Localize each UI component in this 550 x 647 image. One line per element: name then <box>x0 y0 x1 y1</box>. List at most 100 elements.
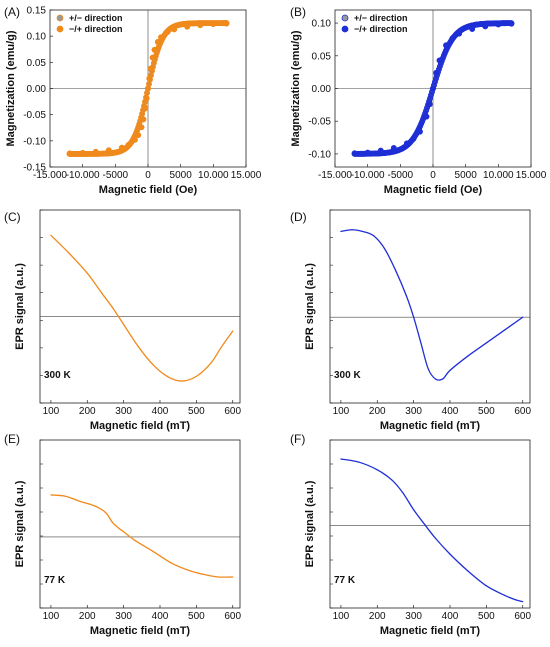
data-point <box>358 461 360 463</box>
data-point <box>449 35 456 42</box>
data-point <box>503 594 506 596</box>
x-tick-label: 500 <box>188 406 205 417</box>
data-point <box>508 20 515 27</box>
data-point <box>420 342 422 344</box>
data-point <box>376 469 378 471</box>
data-point <box>145 85 151 92</box>
data-point <box>152 363 154 365</box>
x-tick-label: 400 <box>152 406 169 417</box>
data-point <box>105 147 112 154</box>
data-point <box>66 150 73 157</box>
data-point <box>188 569 190 572</box>
legend-label: +/− direction <box>354 13 408 23</box>
data-point <box>147 65 154 72</box>
data-point <box>143 95 150 102</box>
data-point <box>137 345 139 348</box>
x-tick-label: 10.000 <box>198 170 229 181</box>
data-point <box>402 492 404 494</box>
data-point <box>203 573 205 576</box>
temperature-annotation: 77 K <box>44 575 66 586</box>
data-point <box>158 34 164 41</box>
panel-label: (B) <box>290 5 306 19</box>
x-axis-label: Magnetic field (mT) <box>380 625 481 637</box>
data-point <box>467 355 469 357</box>
y-tick-label: -0.10 <box>308 149 331 160</box>
legend: +/− direction−/+ direction <box>56 13 123 34</box>
data-point <box>449 553 451 555</box>
y-axis-label: EPR signal (a.u.) <box>14 263 26 350</box>
data-point <box>217 576 219 578</box>
x-tick-label: 500 <box>188 611 205 622</box>
panel-label: (D) <box>290 210 307 224</box>
data-point <box>166 375 168 377</box>
x-tick-label: 200 <box>79 611 96 622</box>
data-point <box>92 148 99 155</box>
chart-panel-4: (D) 100 200 300 400 500 600 Magnetic field (mT)… <box>290 209 532 432</box>
data-point <box>423 113 430 120</box>
data-point <box>195 375 197 377</box>
x-tick-label: 200 <box>369 611 386 622</box>
x-tick-label: 500 <box>478 611 495 622</box>
y-axis-label: Magnetization (emu/g) <box>290 30 302 146</box>
data-point <box>184 23 191 30</box>
data-point <box>443 42 449 49</box>
data-point <box>522 601 524 603</box>
x-tick-label: 15.000 <box>516 170 547 181</box>
data-point <box>434 378 437 380</box>
y-axis-label: EPR signal (a.u.) <box>304 263 316 350</box>
data-point <box>142 105 149 112</box>
temperature-annotation: 77 K <box>334 575 356 586</box>
x-tick-label: 400 <box>152 611 169 622</box>
data-point <box>50 494 52 496</box>
data-point <box>436 57 443 64</box>
data-point <box>68 252 70 254</box>
x-tick-label: 300 <box>405 406 422 417</box>
x-tick-label: 0 <box>430 170 436 181</box>
panel-label: (E) <box>4 432 20 446</box>
y-tick-label: 0.15 <box>27 6 47 17</box>
x-axis-label: Magnetic field (mT) <box>90 420 191 432</box>
data-point <box>351 229 353 231</box>
legend-marker <box>341 25 349 33</box>
x-tick-label: 100 <box>43 406 60 417</box>
data-point <box>433 69 440 76</box>
data-point <box>149 54 156 61</box>
data-point <box>405 295 407 297</box>
data-point <box>170 562 172 564</box>
data-point <box>427 368 429 370</box>
data-point <box>485 585 487 587</box>
y-tick-label: -0.05 <box>308 117 331 128</box>
data-point <box>434 537 437 539</box>
x-tick-label: 100 <box>333 611 350 622</box>
data-point <box>79 500 81 502</box>
plot-frame <box>329 209 531 404</box>
data-point <box>119 528 121 530</box>
data-point <box>403 140 410 147</box>
data-point <box>377 147 384 154</box>
data-point <box>514 599 517 601</box>
legend-label: +/− direction <box>69 13 123 23</box>
x-tick-label: 400 <box>442 611 459 622</box>
x-axis-label: Magnetic field (mT) <box>380 420 481 432</box>
y-tick-label: 0.10 <box>312 19 332 30</box>
data-point <box>410 135 417 142</box>
data-point <box>442 378 444 380</box>
legend-label: −/+ direction <box>354 24 408 34</box>
x-tick-label: 400 <box>442 406 459 417</box>
y-axis-label: EPR signal (a.u.) <box>304 480 316 567</box>
data-point <box>93 505 96 507</box>
x-tick-label: 300 <box>405 611 422 622</box>
epr-series-line <box>340 458 523 603</box>
epr-series-line <box>340 229 524 381</box>
data-point <box>383 248 386 250</box>
x-tick-label: 600 <box>514 611 531 622</box>
chart-panel-5: (E) 100 200 300 400 500 600 Magnetic field (mT)… <box>4 432 242 637</box>
data-point <box>423 523 426 525</box>
data-point <box>232 330 234 332</box>
data-point <box>125 142 132 148</box>
x-tick-label: 5000 <box>170 170 193 181</box>
data-point <box>495 21 502 28</box>
x-tick-label: 200 <box>79 406 96 417</box>
x-tick-label: -15.000 <box>33 170 67 181</box>
data-point <box>152 550 154 552</box>
